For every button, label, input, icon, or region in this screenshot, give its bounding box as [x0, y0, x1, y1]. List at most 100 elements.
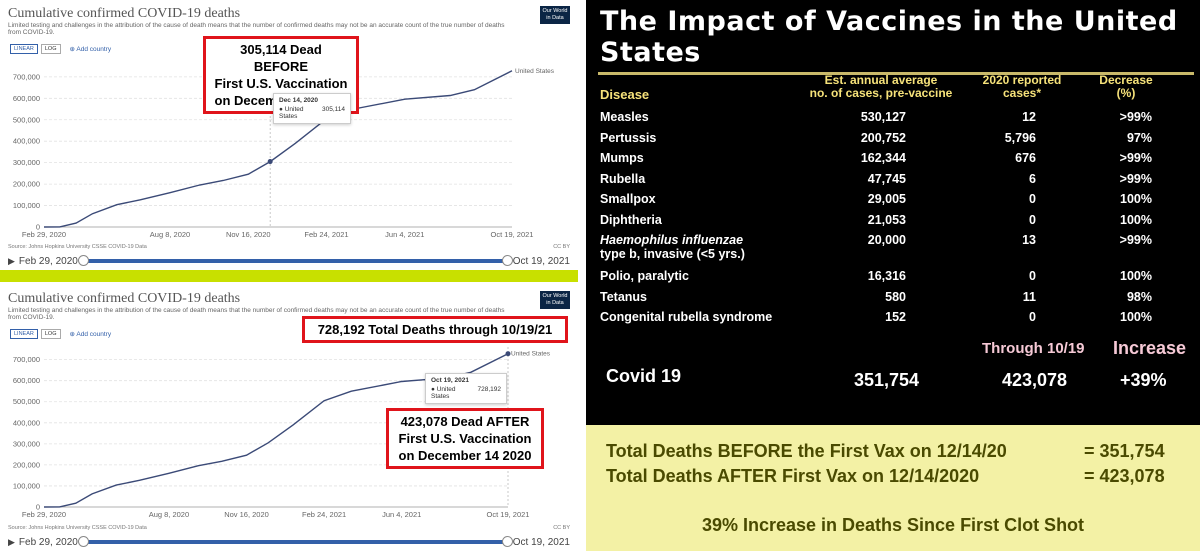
annotation-line: 305,114 Dead BEFORE	[240, 42, 322, 74]
y-tick-label: 0	[36, 503, 40, 512]
tooltip-value: 728,192	[477, 386, 502, 393]
timeline-end-handle[interactable]	[501, 536, 513, 547]
timeline-end-handle[interactable]	[501, 255, 513, 266]
timeline-end: Oct 19, 2021	[512, 255, 570, 267]
license: CC BY	[553, 525, 570, 531]
vaccine-row: Smallpox 29,005 0 100%	[600, 192, 1196, 212]
summary-box: Total Deaths BEFORE the First Vax on 12/…	[586, 425, 1200, 551]
tooltip-date: Oct 19, 2021	[431, 377, 469, 384]
log-toggle[interactable]: LOG	[40, 44, 61, 54]
disease-cell: Polio, paralytic	[600, 269, 689, 283]
tooltip-series-label: United States	[279, 106, 304, 120]
linear-toggle[interactable]: LINEAR	[10, 44, 38, 54]
scale-toggles: LINEAR LOG ⊕ Add country	[10, 329, 111, 339]
y-tick-label: 200,000	[13, 180, 40, 189]
x-tick-label: Oct 19, 2021	[491, 230, 534, 239]
tooltip-series: ● United States	[279, 106, 304, 120]
add-country-button[interactable]: ⊕ Add country	[70, 45, 112, 53]
summary-before-label: Total Deaths BEFORE the First Vax on 12/…	[606, 441, 1007, 461]
highlight-point	[505, 351, 511, 357]
chart-title: Cumulative confirmed COVID-19 deaths	[8, 6, 241, 21]
timeline-end: Oct 19, 2021	[512, 536, 570, 548]
annotation-line: on December 14 2020	[398, 448, 532, 463]
pre-vaccine-cell: 21,053	[867, 212, 906, 227]
disease-line: type b, invasive (<5 yrs.)	[600, 247, 745, 261]
linear-toggle[interactable]: LINEAR	[10, 329, 38, 339]
series-line-united-states	[43, 353, 509, 508]
decrease-cell: >99%	[1119, 110, 1152, 124]
summary-after-value: = 423,078	[1084, 466, 1165, 486]
y-tick-label: 0	[36, 223, 40, 232]
decrease-cell: >99%	[1119, 151, 1152, 165]
decrease-cell: 97%	[1126, 130, 1152, 145]
vaccine-panel: The Impact of Vaccines in the United Sta…	[586, 0, 1200, 551]
y-tick-label: 100,000	[13, 201, 40, 210]
y-tick-label: 300,000	[13, 158, 40, 167]
reported-cell: 12	[1022, 110, 1036, 124]
x-tick-label: Jun 4, 2021	[382, 510, 421, 519]
covid-through-header: Through 10/19	[982, 340, 1085, 357]
chart-bottom-svg: 0 100,000 200,000 300,000 400,000 500,000 600,…	[13, 347, 551, 519]
summary-after-label: Total Deaths AFTER First Vax on 12/14/20…	[606, 466, 980, 486]
timeline-start: Feb 29, 2020	[18, 255, 78, 267]
col-disease: Disease	[600, 87, 650, 102]
pre-vaccine-cell: 580	[885, 289, 906, 304]
pre-vaccine-cell: 162,344	[860, 151, 906, 165]
vaccine-row: Rubella 47,745 6 >99%	[600, 172, 1196, 192]
disease-cell: Tetanus	[600, 289, 647, 304]
tooltip-series-label: United States	[431, 386, 456, 400]
disease-cell: Congenital rubella syndrome	[600, 310, 773, 324]
reported-cell: 0	[1029, 212, 1036, 227]
y-tick-label: 100,000	[13, 481, 40, 490]
timeline-start-handle[interactable]	[77, 536, 89, 547]
y-tick-label: 700,000	[13, 72, 40, 81]
log-toggle[interactable]: LOG	[40, 329, 61, 339]
x-tick-label: Aug 8, 2020	[150, 230, 190, 239]
timeline-track[interactable]	[77, 255, 513, 266]
pre-vaccine-cell: 152	[885, 310, 906, 324]
covid-increase-header: Increase	[1113, 338, 1187, 358]
play-icon[interactable]: ▶	[8, 536, 15, 547]
annotation-before: 305,114 Dead BEFORE First U.S. Vaccinati…	[203, 36, 359, 114]
add-country-label: Add country	[76, 46, 112, 53]
owid-logo: Our World in Data	[540, 6, 570, 24]
col-est: Est. annual average no. of cases, pre-va…	[796, 74, 966, 100]
tooltip-date: Dec 14, 2020	[279, 97, 319, 104]
series-label: United States	[515, 68, 555, 75]
x-tick-label: Jun 4, 2021	[385, 230, 424, 239]
timeline: ▶ Feb 29, 2020 Oct 19, 2021	[8, 254, 570, 268]
disease-line: Haemophilus influenzae	[600, 233, 744, 247]
disease-cell: Diphtheria	[600, 212, 662, 227]
reported-cell: 5,796	[1004, 130, 1036, 145]
timeline: ▶ Feb 29, 2020 Oct 19, 2021	[8, 535, 570, 549]
y-tick-label: 600,000	[13, 94, 40, 103]
play-icon[interactable]: ▶	[8, 255, 15, 266]
chart-subtitle: Limited testing and challenges in the at…	[8, 307, 505, 321]
annotation-total: 728,192 Total Deaths through 10/19/21	[302, 316, 568, 343]
decrease-cell: 100%	[1120, 310, 1152, 324]
reported-cell: 0	[1029, 192, 1036, 206]
decrease-cell: >99%	[1119, 233, 1152, 247]
covid-after: 423,078	[1002, 370, 1068, 390]
annotation-line: First U.S. Vaccination	[214, 76, 348, 91]
y-tick-label: 400,000	[13, 418, 40, 427]
y-tick-label: 400,000	[13, 137, 40, 146]
timeline-track[interactable]	[77, 536, 513, 547]
timeline-start-handle[interactable]	[77, 255, 89, 266]
summary-footer: 39% Increase in Deaths Since First Clot …	[701, 515, 1085, 535]
x-tick-label: Feb 29, 2020	[22, 230, 66, 239]
disease-cell: Smallpox	[600, 192, 656, 206]
col-dec-line: (%)	[1116, 86, 1136, 100]
x-tick-label: Feb 24, 2021	[302, 510, 346, 519]
scale-toggles: LINEAR LOG ⊕ Add country	[10, 44, 111, 54]
decrease-cell: 98%	[1126, 289, 1152, 304]
vaccine-title: The Impact of Vaccines in the United Sta…	[600, 6, 1178, 68]
add-country-button[interactable]: ⊕ Add country	[70, 330, 112, 338]
chart-top-svg: 0 100,000 200,000 300,000 400,000 500,000 600,…	[13, 64, 555, 239]
reported-cell: 0	[1029, 310, 1036, 324]
source-note: Source: Johns Hopkins University CSSE CO…	[8, 244, 147, 250]
vaccine-row: Congenital rubella syndrome 152 0 100%	[600, 310, 1196, 330]
plus-icon: ⊕	[69, 331, 77, 338]
pre-vaccine-cell: 16,316	[867, 269, 906, 283]
pre-vaccine-cell: 47,745	[867, 171, 906, 186]
